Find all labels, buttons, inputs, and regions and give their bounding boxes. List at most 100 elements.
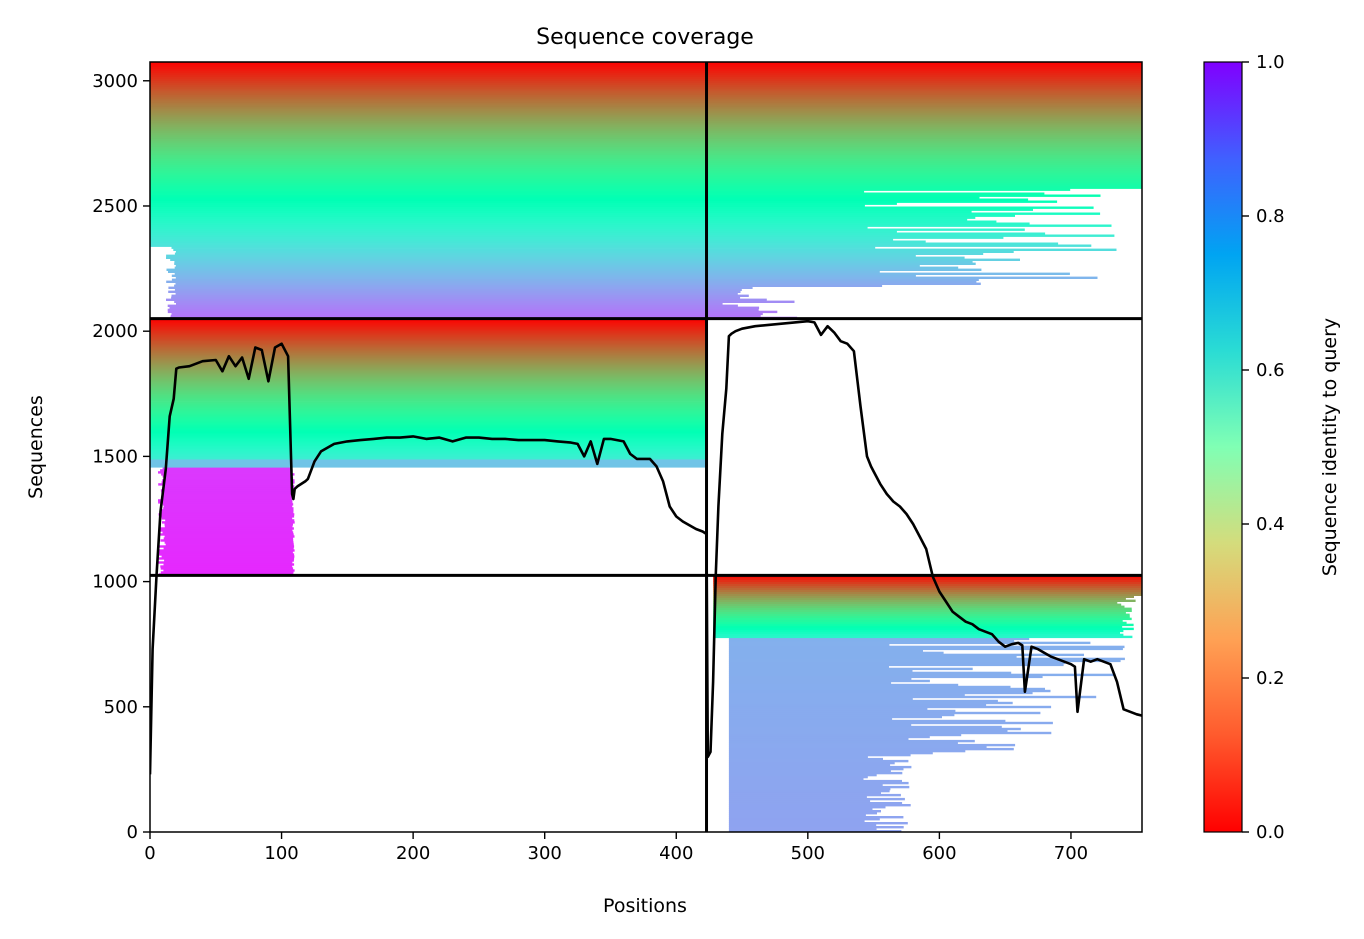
y-tick-label: 3000 <box>92 71 138 92</box>
msa-row <box>150 419 707 422</box>
msa-row <box>150 176 1142 179</box>
msa-row <box>166 268 982 271</box>
msa-row <box>728 737 909 741</box>
msa-row <box>171 312 763 316</box>
msa-row <box>150 433 707 436</box>
msa-row <box>713 599 1136 602</box>
msa-row <box>175 264 920 267</box>
msa-row <box>150 224 1112 227</box>
msa-row <box>150 341 707 344</box>
y-tick-label: 1000 <box>92 572 138 593</box>
colorbar-label: Sequence identity to query <box>1319 318 1341 576</box>
msa-row <box>713 607 1132 610</box>
msa-row <box>728 707 928 711</box>
msa-row <box>728 711 1041 715</box>
msa-row <box>150 397 707 400</box>
y-axis: 0 500 1000 1500 2000 2500 3000 <box>92 71 150 843</box>
msa-row <box>158 561 293 564</box>
msa-row <box>713 587 1142 590</box>
msa-row <box>150 144 1142 147</box>
msa-row <box>728 717 893 721</box>
msa-row <box>150 411 707 414</box>
msa-row <box>150 106 1142 109</box>
msa-row <box>713 619 1123 623</box>
msa-row <box>150 114 1142 117</box>
msa-row <box>728 830 902 832</box>
msa-row <box>728 826 904 829</box>
msa-row <box>168 286 753 289</box>
msa-row <box>728 814 866 817</box>
y-tick-label: 0 <box>127 822 138 843</box>
msa-row <box>174 262 976 265</box>
msa-row <box>150 124 1142 127</box>
msa-row <box>150 232 1046 235</box>
msa-row <box>713 623 1134 627</box>
colorbar: 0.0 0.2 0.4 0.6 0.8 1.0 Sequence identity to … <box>1203 52 1341 843</box>
msa-row <box>150 180 1142 183</box>
msa-row <box>713 583 1142 586</box>
msa-row <box>728 677 912 681</box>
x-axis-label: Positions <box>603 895 687 917</box>
msa-row <box>150 118 1142 121</box>
plot-area <box>149 61 1143 833</box>
colorbar-tick-label: 0.0 <box>1256 822 1285 843</box>
msa-row <box>150 435 707 438</box>
msa-row <box>713 603 1122 606</box>
msa-row <box>150 76 1142 79</box>
msa-row <box>162 503 294 506</box>
msa-row <box>150 196 980 199</box>
msa-row <box>150 68 1142 71</box>
msa-row <box>150 182 1142 185</box>
msa-row <box>150 186 1142 189</box>
msa-row <box>158 513 295 516</box>
msa-row <box>150 112 1142 115</box>
msa-row <box>150 369 707 372</box>
msa-row <box>150 407 707 410</box>
msa-row <box>150 383 707 386</box>
msa-row <box>174 266 959 269</box>
chart-title: Sequence coverage <box>536 25 754 50</box>
msa-row <box>150 351 707 354</box>
msa-row <box>175 292 738 295</box>
msa-row <box>166 280 977 283</box>
msa-row <box>160 567 294 570</box>
msa-row <box>163 547 294 550</box>
msa-row <box>150 142 1142 145</box>
msa-row <box>163 507 294 510</box>
msa-row <box>150 353 707 356</box>
colorbar-tick-label: 0.2 <box>1256 668 1285 689</box>
msa-row <box>728 689 1051 693</box>
msa-row <box>728 802 903 805</box>
msa-row <box>150 132 1142 135</box>
msa-row <box>728 751 933 755</box>
msa-row <box>150 461 707 464</box>
msa-row <box>728 806 886 809</box>
msa-row <box>150 465 707 468</box>
msa-row <box>150 126 1142 129</box>
msa-row <box>150 170 1142 173</box>
msa-row <box>150 359 707 362</box>
msa-row <box>728 727 1021 731</box>
msa-row <box>160 565 293 568</box>
msa-row <box>161 495 293 498</box>
msa-row <box>150 134 1142 137</box>
msa-row <box>728 739 975 743</box>
msa-row <box>728 671 1012 675</box>
msa-row <box>150 332 707 336</box>
colorbar-tick-label: 0.4 <box>1256 514 1285 535</box>
msa-row <box>164 523 293 526</box>
msa-row <box>728 767 904 771</box>
msa-row <box>150 94 1142 97</box>
msa-row <box>150 322 707 326</box>
msa-row <box>150 381 707 384</box>
msa-row <box>150 441 707 444</box>
msa-row <box>713 633 1124 637</box>
msa-row <box>728 669 913 673</box>
msa-row <box>161 481 295 484</box>
msa-row <box>150 423 707 426</box>
msa-row <box>150 343 707 346</box>
msa-row <box>158 529 293 532</box>
msa-row <box>150 206 1094 209</box>
msa-block-paired <box>150 62 1142 320</box>
